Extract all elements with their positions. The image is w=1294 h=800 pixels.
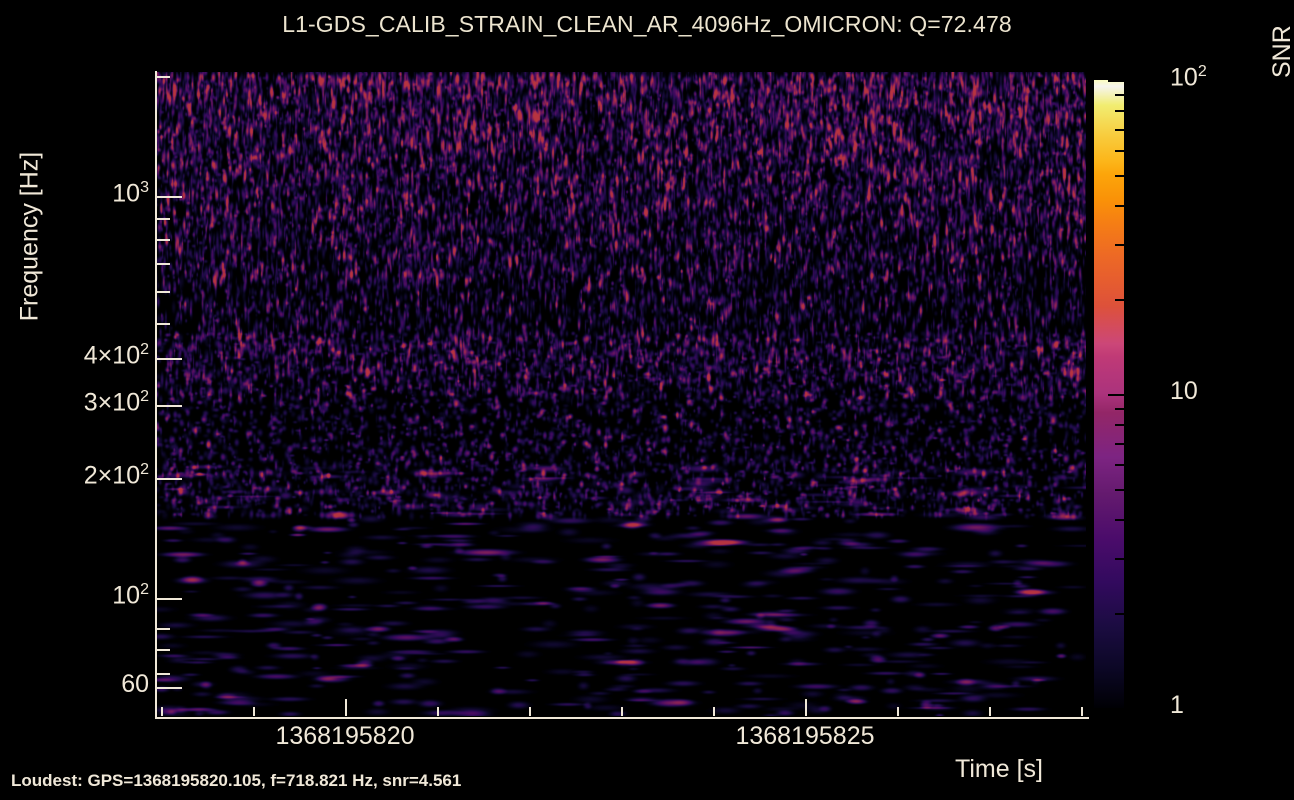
y-tick-major [156, 196, 182, 198]
colorbar-label: SNR [1268, 25, 1294, 78]
y-tick-label: 103 [112, 179, 149, 208]
x-tick-minor [437, 707, 439, 716]
x-tick-major [805, 699, 807, 716]
colorbar-tick-minor [1115, 129, 1124, 131]
y-tick-minor [156, 239, 170, 241]
y-tick-label: 3×102 [83, 388, 149, 417]
y-tick-minor [156, 673, 170, 675]
y-tick-major [156, 478, 182, 480]
colorbar-tick-minor [1115, 150, 1124, 152]
colorbar-tick-label: 10 [1170, 377, 1198, 405]
y-tick-label: 60 [121, 670, 149, 698]
colorbar-tick-minor [1115, 489, 1124, 491]
x-tick-minor [161, 707, 163, 716]
spectrogram-canvas[interactable] [156, 72, 1086, 716]
x-tick-minor [621, 707, 623, 716]
colorbar-tick-label: 1 [1170, 691, 1184, 719]
colorbar-tick-minor [1115, 94, 1124, 96]
y-tick-minor [156, 323, 170, 325]
y-axis-label: Frequency [Hz] [15, 151, 44, 322]
colorbar-tick-major [1108, 80, 1124, 82]
colorbar-tick-minor [1115, 424, 1124, 426]
x-tick-label: 1368195820 [275, 722, 415, 750]
x-tick-minor [897, 707, 899, 716]
colorbar-tick-minor [1115, 443, 1124, 445]
colorbar-tick-major [1108, 708, 1124, 710]
y-tick-minor [156, 218, 170, 220]
y-tick-major [156, 687, 182, 689]
colorbar-tick-minor [1115, 464, 1124, 466]
y-tick-major [156, 598, 182, 600]
colorbar-tick-minor [1115, 408, 1124, 410]
y-tick-minor [156, 76, 170, 78]
x-tick-minor [253, 707, 255, 716]
y-tick-minor [156, 263, 170, 265]
y-tick-minor [156, 628, 170, 630]
colorbar-tick-minor [1115, 175, 1124, 177]
colorbar-tick-major [1108, 394, 1124, 396]
y-tick-minor [156, 291, 170, 293]
y-tick-label: 102 [112, 581, 149, 610]
x-tick-major [345, 699, 347, 716]
colorbar-tick-minor [1115, 110, 1124, 112]
colorbar-tick-minor [1115, 299, 1124, 301]
colorbar-tick-minor [1115, 244, 1124, 246]
y-tick-major [156, 405, 182, 407]
x-tick-minor [713, 707, 715, 716]
y-tick-major [156, 358, 182, 360]
y-tick-label: 2×102 [83, 461, 149, 490]
figure-title: L1-GDS_CALIB_STRAIN_CLEAN_AR_4096Hz_OMIC… [282, 11, 1012, 37]
x-axis-label: Time [s] [955, 755, 1043, 783]
colorbar-tick-minor [1115, 613, 1124, 615]
x-tick-label: 1368195825 [735, 722, 875, 750]
colorbar-tick-minor [1115, 519, 1124, 521]
colorbar-tick-minor [1115, 558, 1124, 560]
y-tick-label: 4×102 [83, 341, 149, 370]
x-tick-minor [1081, 707, 1083, 716]
colorbar-tick-label: 102 [1170, 63, 1207, 92]
x-tick-minor [529, 707, 531, 716]
x-tick-minor [989, 707, 991, 716]
colorbar-tick-minor [1115, 205, 1124, 207]
loudest-event-caption: Loudest: GPS=1368195820.105, f=718.821 H… [11, 771, 462, 790]
y-tick-minor [156, 649, 170, 651]
spectrogram-tiles [156, 72, 1086, 716]
